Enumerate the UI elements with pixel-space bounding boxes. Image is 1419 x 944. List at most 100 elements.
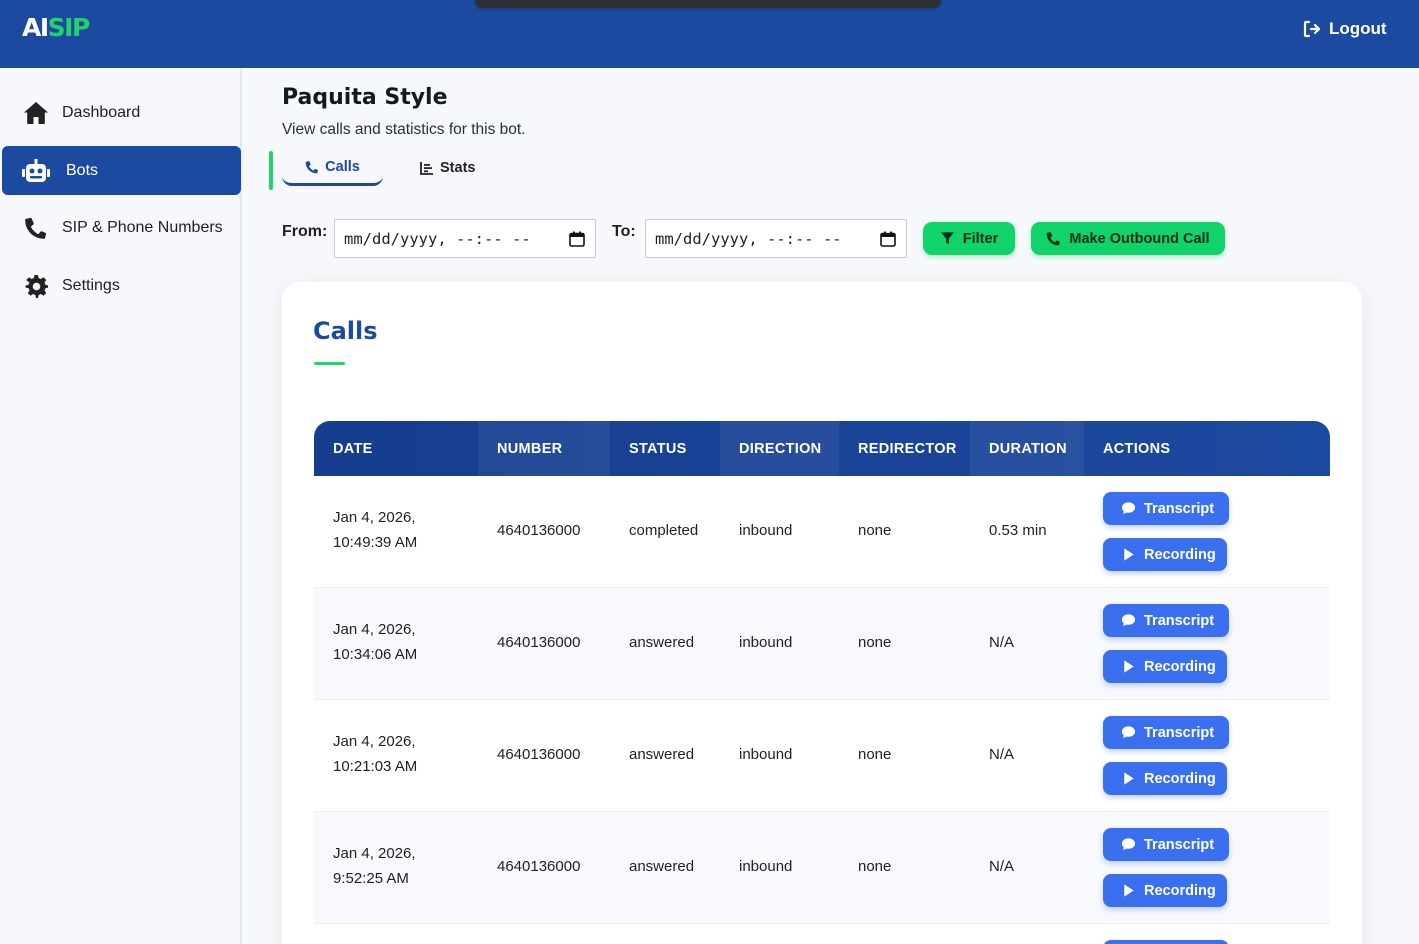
- recording-button[interactable]: Recording: [1103, 762, 1227, 795]
- transcript-label: Transcript: [1144, 500, 1215, 517]
- transcript-button[interactable]: Transcript: [1103, 828, 1229, 861]
- table-row: [314, 924, 1330, 944]
- browser-overlay: [475, 0, 941, 8]
- column-header-number[interactable]: NUMBER: [478, 421, 610, 476]
- chart-icon: [420, 162, 433, 175]
- sidebar-item-label: Bots: [66, 161, 99, 179]
- calls-table-header: DATE NUMBER STATUS DIRECTION REDIRECTOR …: [314, 421, 1330, 476]
- comment-icon: [1121, 502, 1136, 515]
- sidebar-item-bots[interactable]: Bots: [2, 146, 241, 195]
- sidebar-item-label: SIP & Phone Numbers: [62, 218, 223, 236]
- filter-button[interactable]: Filter: [923, 222, 1015, 255]
- call-redirector: none: [858, 634, 892, 651]
- recording-label: Recording: [1144, 658, 1216, 675]
- filter-icon: [940, 232, 954, 245]
- recording-button[interactable]: Recording: [1103, 650, 1227, 683]
- recording-label: Recording: [1144, 770, 1216, 787]
- tab-calls[interactable]: Calls: [282, 150, 383, 186]
- page-title: Paquita Style: [282, 85, 448, 110]
- from-date-input[interactable]: mm/dd/yyyy, --:-- --: [334, 219, 596, 258]
- tab-accent-bar: [269, 151, 273, 190]
- gear-icon: [22, 272, 50, 300]
- comment-icon: [1121, 614, 1136, 627]
- call-redirector: none: [858, 858, 892, 875]
- column-header-status[interactable]: STATUS: [629, 440, 687, 457]
- call-time-line: 10:21:03 AM: [333, 757, 418, 775]
- app-logo[interactable]: AISIP: [22, 13, 90, 42]
- from-label: From:: [282, 223, 328, 240]
- call-duration: 0.53 min: [989, 522, 1047, 539]
- call-status: answered: [629, 858, 695, 875]
- table-row: Jan 4, 2026, 10:21:03 AM 4640136000 answere…: [314, 700, 1330, 812]
- transcript-label: Transcript: [1144, 724, 1215, 741]
- to-date-value: mm/dd/yyyy, --:-- --: [655, 229, 842, 248]
- transcript-button[interactable]: Transcript: [1103, 492, 1229, 525]
- play-icon: [1124, 548, 1134, 561]
- call-date: Jan 4, 2026, 10:49:39 AM: [333, 506, 417, 555]
- comment-icon: [1121, 838, 1136, 851]
- column-header-date[interactable]: DATE: [333, 440, 373, 457]
- column-header-direction[interactable]: DIRECTION: [720, 421, 839, 476]
- call-direction: inbound: [739, 634, 793, 651]
- play-icon: [1124, 660, 1134, 673]
- call-status: answered: [629, 746, 695, 763]
- top-bar: AISIP Logout: [0, 0, 1419, 68]
- phone-icon: [1047, 232, 1061, 246]
- call-number: 4640136000: [497, 634, 581, 651]
- column-header-redirector[interactable]: REDIRECTOR: [858, 440, 957, 457]
- call-number: 4640136000: [497, 746, 581, 763]
- tab-label: Stats: [440, 160, 476, 176]
- calendar-icon[interactable]: [880, 231, 896, 247]
- call-date: Jan 4, 2026, 10:34:06 AM: [333, 618, 417, 667]
- play-icon: [1124, 772, 1134, 785]
- call-number: 4640136000: [497, 858, 581, 875]
- recording-button[interactable]: Recording: [1103, 874, 1227, 907]
- call-duration: N/A: [989, 634, 1015, 651]
- filter-button-label: Filter: [962, 230, 999, 247]
- outbound-call-label: Make Outbound Call: [1069, 230, 1210, 247]
- phone-icon: [22, 214, 50, 242]
- transcript-label: Transcript: [1144, 612, 1215, 629]
- sidebar-item-label: Settings: [62, 276, 120, 294]
- call-status: completed: [629, 522, 699, 539]
- recording-label: Recording: [1144, 882, 1216, 899]
- comment-icon: [1121, 726, 1136, 739]
- call-date-line: Jan 4, 2026,: [333, 845, 416, 862]
- tab-stats[interactable]: Stats: [420, 150, 475, 186]
- call-duration: N/A: [989, 746, 1015, 763]
- play-icon: [1124, 884, 1134, 897]
- logout-icon: [1303, 20, 1321, 38]
- call-direction: inbound: [739, 746, 793, 763]
- call-redirector: none: [858, 746, 892, 763]
- from-date-value: mm/dd/yyyy, --:-- --: [344, 229, 531, 248]
- sidebar-item-sip-phone-numbers[interactable]: SIP & Phone Numbers: [2, 203, 241, 252]
- column-header-actions: ACTIONS: [1103, 440, 1171, 457]
- table-row: Jan 4, 2026, 10:49:39 AM 4640136000 complet…: [314, 476, 1330, 588]
- home-icon: [22, 99, 50, 127]
- sidebar-item-settings[interactable]: Settings: [2, 261, 241, 310]
- calendar-icon[interactable]: [569, 231, 585, 247]
- call-time-line: 10:34:06 AM: [333, 645, 418, 663]
- call-direction: inbound: [739, 858, 793, 875]
- table-row: Jan 4, 2026, 9:52:25 AM 4640136000 answered…: [314, 812, 1330, 924]
- title-underline: [314, 362, 345, 365]
- call-date-line: Jan 4, 2026,: [333, 621, 416, 638]
- call-time-line: 9:52:25 AM: [333, 869, 409, 887]
- logout-button[interactable]: Logout: [1302, 19, 1387, 39]
- call-number: 4640136000: [497, 522, 581, 539]
- phone-icon: [305, 160, 319, 173]
- make-outbound-call-button[interactable]: Make Outbound Call: [1031, 222, 1225, 255]
- call-duration: N/A: [989, 858, 1015, 875]
- transcript-button[interactable]: Transcript: [1103, 604, 1229, 637]
- transcript-button[interactable]: [1103, 940, 1229, 944]
- tab-label: Calls: [325, 158, 360, 175]
- transcript-button[interactable]: Transcript: [1103, 716, 1229, 749]
- call-time-line: 10:49:39 AM: [333, 533, 418, 551]
- call-date: Jan 4, 2026, 9:52:25 AM: [333, 842, 416, 891]
- recording-button[interactable]: Recording: [1103, 538, 1227, 571]
- column-header-duration[interactable]: DURATION: [970, 421, 1084, 476]
- to-label: To:: [612, 223, 636, 240]
- sidebar-item-dashboard[interactable]: Dashboard: [2, 88, 241, 137]
- call-direction: inbound: [739, 522, 793, 539]
- to-date-input[interactable]: mm/dd/yyyy, --:-- --: [645, 219, 907, 258]
